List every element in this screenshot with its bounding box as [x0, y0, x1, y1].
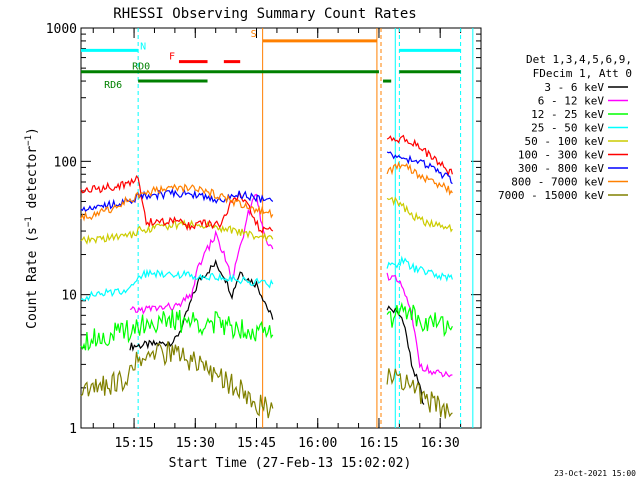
x-tick-label: 16:30 — [421, 436, 460, 451]
flag-label: F — [169, 52, 175, 63]
legend: Det 1,3,4,5,6,9,FDecim 1, Att 03 - 6 keV… — [498, 53, 632, 202]
series-line — [129, 193, 274, 315]
series-line — [386, 134, 453, 177]
y-axis-label: Count Rate (s−1 detector−1) — [24, 127, 40, 329]
series-line — [80, 341, 274, 419]
legend-entry-label: 6 - 12 keV — [538, 95, 605, 108]
legend-entry-label: 300 - 800 keV — [518, 162, 604, 175]
series-line — [386, 301, 453, 338]
footer-date: 23-Oct-2021 15:00 — [554, 469, 636, 478]
legend-entry-label: 50 - 100 keV — [525, 135, 605, 148]
flag-label: RD6 — [104, 80, 122, 91]
series-line — [80, 309, 274, 352]
series-line — [386, 255, 453, 283]
flag-label: S — [251, 29, 257, 40]
series-line — [80, 183, 274, 222]
y-axis-label-mid: detector — [25, 146, 40, 217]
series-line — [386, 272, 453, 378]
series-line — [80, 219, 274, 245]
series-line — [80, 188, 274, 213]
legend-entry-label: 800 - 7000 keV — [511, 176, 604, 189]
series-line — [386, 196, 453, 233]
y-tick-label: 1000 — [46, 22, 77, 37]
y-axis-label-prefix: Count Rate (s — [25, 227, 40, 329]
legend-header-2: FDecim 1, Att 0 — [533, 67, 632, 80]
legend-header-1: Det 1,3,4,5,6,9, — [526, 53, 632, 66]
series-line — [386, 305, 425, 405]
plot-frame — [80, 27, 482, 429]
x-tick-label: 16:15 — [359, 436, 398, 451]
series-line — [386, 161, 453, 196]
series-line — [386, 151, 453, 185]
x-tick-label: 15:30 — [176, 436, 215, 451]
plot-area: 1 10 100 1000 15:15 15:30 15:45 16:00 16:15 16:30… — [46, 22, 482, 451]
legend-entry-label: 12 - 25 keV — [531, 108, 604, 121]
series-line — [386, 368, 453, 419]
series-line — [80, 268, 274, 302]
flag-label: RD0 — [132, 62, 150, 73]
y-tick-label: 10 — [61, 289, 77, 304]
y-tick-label: 100 — [54, 155, 77, 170]
x-tick-label: 15:45 — [237, 436, 276, 451]
legend-entry-label: 3 - 6 keV — [544, 81, 604, 94]
y-tick-label: 1 — [69, 422, 77, 437]
x-tick-label: 15:15 — [114, 436, 153, 451]
legend-entry-label: 7000 - 15000 keV — [498, 189, 604, 202]
chart-title: RHESSI Observing Summary Count Rates — [113, 6, 416, 22]
x-tick-label: 16:00 — [298, 436, 337, 451]
flag-label: N — [140, 41, 146, 52]
y-axis-label-exp1: −1 — [24, 216, 34, 227]
legend-entry-label: 100 - 300 keV — [518, 149, 604, 162]
y-axis-label-exp2: −1 — [24, 135, 34, 146]
legend-entry-label: 25 - 50 keV — [531, 122, 604, 135]
y-axis-label-suffix: ) — [25, 127, 40, 135]
x-axis-label: Start Time (27-Feb-13 15:02:02) — [169, 456, 412, 471]
